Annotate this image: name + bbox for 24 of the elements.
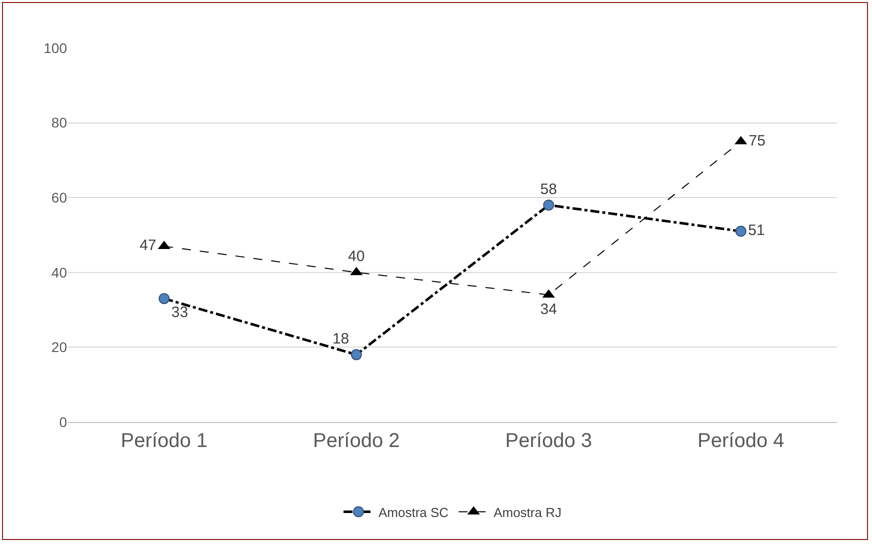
data-label: 40 bbox=[348, 248, 365, 265]
y-tick-label: 80 bbox=[51, 114, 68, 131]
x-tick-label: Período 1 bbox=[120, 430, 208, 452]
x-tick-label: Período 4 bbox=[698, 430, 784, 452]
y-tick-label: 0 bbox=[59, 414, 68, 430]
data-label: 47 bbox=[140, 236, 156, 254]
data-label: 75 bbox=[748, 132, 766, 150]
legend-label: Amostra RJ bbox=[494, 504, 562, 520]
y-tick-label: 20 bbox=[51, 339, 68, 356]
point bbox=[543, 200, 554, 211]
x-tick-label: Período 2 bbox=[313, 430, 400, 452]
data-label: 58 bbox=[540, 181, 557, 198]
x-tick-label: Período 3 bbox=[505, 430, 592, 452]
data-label: 51 bbox=[748, 222, 765, 240]
data-label: 33 bbox=[171, 304, 188, 322]
data-label: 34 bbox=[540, 300, 557, 318]
y-tick-label: 40 bbox=[51, 264, 68, 280]
y-tick-label: 100 bbox=[44, 40, 68, 56]
point bbox=[158, 293, 170, 304]
y-tick-label: 60 bbox=[51, 190, 68, 206]
point bbox=[735, 226, 746, 237]
data-label: 18 bbox=[332, 330, 350, 348]
legend-label: Amostra SC bbox=[378, 504, 449, 520]
point bbox=[350, 349, 362, 360]
